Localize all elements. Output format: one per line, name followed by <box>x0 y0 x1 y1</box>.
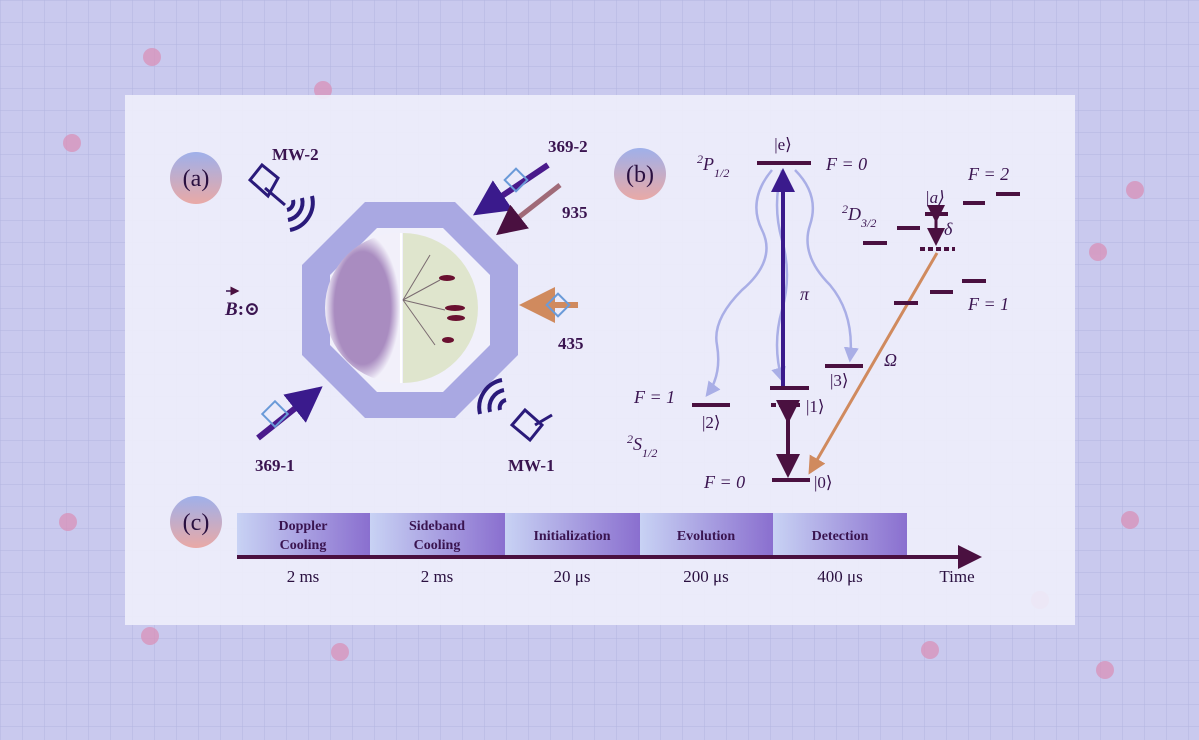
stage-duration: 2 ms <box>421 567 454 586</box>
polarization-icon <box>503 167 529 193</box>
stage-duration: 2 ms <box>287 567 320 586</box>
s-F0-label: F = 0 <box>703 472 745 492</box>
panel-c-badge <box>170 496 222 548</box>
svg-text:Cooling: Cooling <box>280 538 327 553</box>
ket-1-label: |1⟩ <box>806 397 825 416</box>
s-term-label: 2S1/2 <box>627 432 657 460</box>
delta-label: δ <box>944 219 953 239</box>
mw2-wave-icon <box>286 195 315 232</box>
panel-b: (b) |e⟩ 2P1/2 F = 0 π |1⟩ |0⟩ F = 0 |2⟩ … <box>614 135 1020 492</box>
panel-c: (c) Doppler Cooling 2 ms Sideband Coolin… <box>170 496 982 586</box>
d-levels-F1 <box>894 279 986 305</box>
mw1-horn-icon <box>509 407 553 443</box>
p-term-label: 2P1/2 <box>697 152 729 180</box>
panel-a-badge <box>170 152 222 204</box>
s-F1-label: F = 1 <box>633 387 675 407</box>
svg-text:Evolution: Evolution <box>677 529 736 544</box>
polarization-icon <box>260 399 290 429</box>
omega-transition-arrow <box>808 252 939 475</box>
svg-text:Doppler: Doppler <box>279 519 328 534</box>
stage-initialization: Initialization 20 μs <box>505 513 640 586</box>
svg-text:Sideband: Sideband <box>409 519 465 534</box>
ion-trap-image <box>325 233 478 383</box>
stage-sideband-cooling: Sideband Cooling 2 ms <box>370 513 505 586</box>
d-F1-label: F = 1 <box>967 294 1009 314</box>
beam-435-label: 435 <box>558 334 584 353</box>
decay-to-1-arrow <box>771 169 789 383</box>
panel-c-tag: (c) <box>183 510 210 536</box>
panel-a: (a) MW-2 B:⊙ 369-2 935 435 369-1 <box>170 137 588 475</box>
svg-text:Detection: Detection <box>812 529 869 544</box>
ket-a-label: |a⟩ <box>925 188 945 207</box>
ket-0-label: |0⟩ <box>814 473 833 492</box>
d-F2-label: F = 2 <box>967 164 1009 184</box>
stage-detection: Detection 400 μs <box>773 513 907 586</box>
stage-duration: 400 μs <box>817 567 862 586</box>
d-term-label: 2D3/2 <box>842 202 876 230</box>
p-F-label: F = 0 <box>825 154 867 174</box>
b-field-label: B:⊙ <box>224 299 260 320</box>
mw1-wave-icon <box>477 378 507 415</box>
time-axis-label: Time <box>939 567 974 586</box>
stage-doppler-cooling: Doppler Cooling 2 ms <box>237 513 370 586</box>
decay-to-3-arrow <box>794 169 859 363</box>
svg-text:Initialization: Initialization <box>533 529 610 544</box>
mw1-label: MW-1 <box>508 456 555 475</box>
pi-label: π <box>800 284 810 304</box>
polarization-icon <box>545 292 571 318</box>
stage-duration: 20 μs <box>554 567 591 586</box>
mw2-horn-icon <box>247 162 286 207</box>
decay-to-2-arrow <box>705 169 773 398</box>
panel-b-tag: (b) <box>626 162 654 188</box>
panel-a-tag: (a) <box>183 166 210 192</box>
beam-935-arrow-icon <box>496 183 562 236</box>
beam-369-1-label: 369-1 <box>255 456 295 475</box>
svg-text:Cooling: Cooling <box>414 538 461 553</box>
omega-label: Ω <box>884 350 897 370</box>
beam-369-2-label: 369-2 <box>548 137 588 156</box>
beam-935-label: 935 <box>562 203 588 222</box>
ket-3-label: |3⟩ <box>830 371 849 390</box>
ket-2-label: |2⟩ <box>702 413 721 432</box>
mw2-label: MW-2 <box>272 145 319 164</box>
stage-duration: 200 μs <box>683 567 728 586</box>
ket-e-label: |e⟩ <box>774 135 792 154</box>
stage-evolution: Evolution 200 μs <box>640 513 773 586</box>
panel-b-badge <box>614 148 666 200</box>
